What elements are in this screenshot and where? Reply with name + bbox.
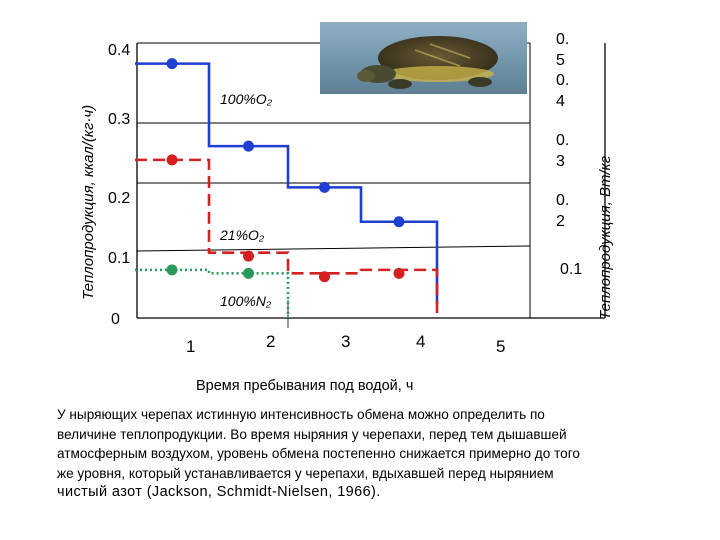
series-label: 21%O₂	[219, 227, 265, 243]
y-tick-right-label: 0.1	[560, 261, 582, 278]
x-tick-label: 1	[186, 337, 195, 356]
y-tick-left-label: 0.2	[108, 190, 130, 207]
chart: Теплопродукция, ккал/(кг·ч) Теплопродукц…	[80, 31, 614, 394]
series-line-100pct-o2	[135, 62, 439, 305]
caption-line: чистый азот (Jackson, Schmidt-Nielsen, 1…	[57, 484, 381, 500]
y-tick-right-label: 0. 3	[556, 132, 569, 170]
series-label: 100%O₂	[220, 91, 273, 107]
x-tick-label: 4	[416, 332, 425, 351]
turtle-photo	[320, 22, 527, 94]
caption-line: же уровня, который устанавливается у чер…	[57, 465, 554, 481]
data-point-100pct-o2	[243, 140, 254, 152]
y-tick-left-label: 0	[111, 311, 120, 328]
caption-line: атмосферным воздухом, уровень обмена пос…	[57, 446, 580, 461]
x-tick-label: 5	[496, 337, 505, 356]
y-tick-right-label: 0. 4	[556, 72, 569, 110]
x-axis-title: Время пребывания под водой, ч	[196, 378, 413, 394]
series-line-21pct-o2	[135, 158, 439, 318]
data-point-21pct-o2	[243, 250, 254, 262]
y-axis-left-title: Теплопродукция, ккал/(кг·ч)	[80, 105, 97, 300]
y-axis-right-title: Теплопродукция, Вт/кг	[597, 155, 614, 320]
data-point-100pct-o2	[319, 181, 330, 193]
y-tick-left-label: 0.1	[108, 250, 130, 267]
caption-line: У ныряющих черепах истинную интенсивност…	[57, 407, 545, 422]
y-tick-left-label: 0.4	[108, 42, 130, 59]
data-point-21pct-o2	[166, 154, 178, 166]
data-point-100pct-n2	[243, 267, 254, 279]
data-point-21pct-o2	[393, 267, 405, 279]
data-point-100pct-o2	[393, 216, 405, 228]
y-tick-left-label: 0.3	[108, 111, 130, 128]
data-point-100pct-n2	[166, 264, 178, 276]
data-point-21pct-o2	[319, 271, 330, 283]
data-point-100pct-o2	[166, 58, 178, 70]
x-tick-label: 2	[266, 332, 275, 351]
y-tick-right-label: 0. 2	[556, 192, 569, 230]
caption: У ныряющих черепах истинную интенсивност…	[57, 405, 697, 503]
y-tick-right-label: 0. 5	[556, 31, 569, 69]
series-label: 100%N₂	[220, 293, 272, 309]
caption-line: величине теплопродукции. Во время ныряни…	[57, 426, 567, 442]
x-tick-label: 3	[341, 332, 350, 351]
series-line-100pct-n2	[135, 268, 290, 318]
